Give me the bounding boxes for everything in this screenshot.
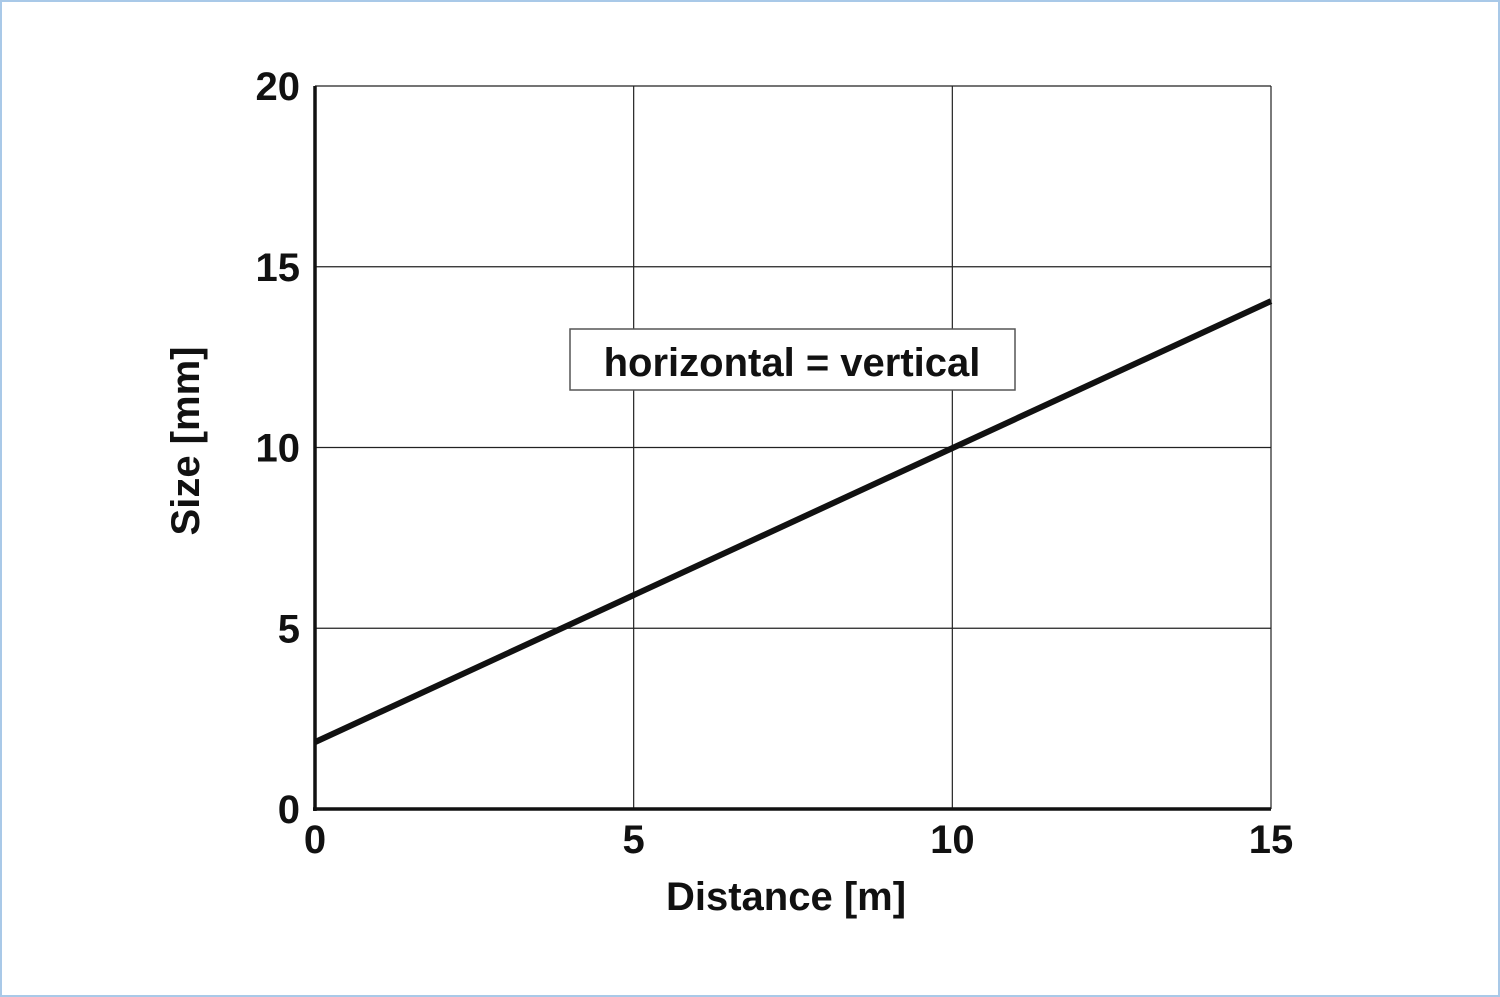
y-tick-label: 5 — [278, 607, 300, 651]
x-tick-label: 0 — [304, 818, 326, 862]
y-tick-label: 10 — [256, 427, 301, 471]
x-tick-label: 10 — [930, 818, 975, 862]
x-tick-label: 15 — [1249, 818, 1294, 862]
annotation-box — [569, 328, 1016, 391]
y-axis-label: Size [mm] — [164, 347, 208, 536]
y-tick-label: 15 — [256, 246, 301, 290]
series-line — [313, 298, 1273, 745]
annotation-label: horizontal = vertical — [604, 341, 981, 385]
x-tick-label: 5 — [623, 818, 645, 862]
x-axis-label: Distance [m] — [666, 875, 906, 919]
y-tick-label: 0 — [278, 788, 300, 832]
y-tick-label: 20 — [256, 65, 301, 109]
